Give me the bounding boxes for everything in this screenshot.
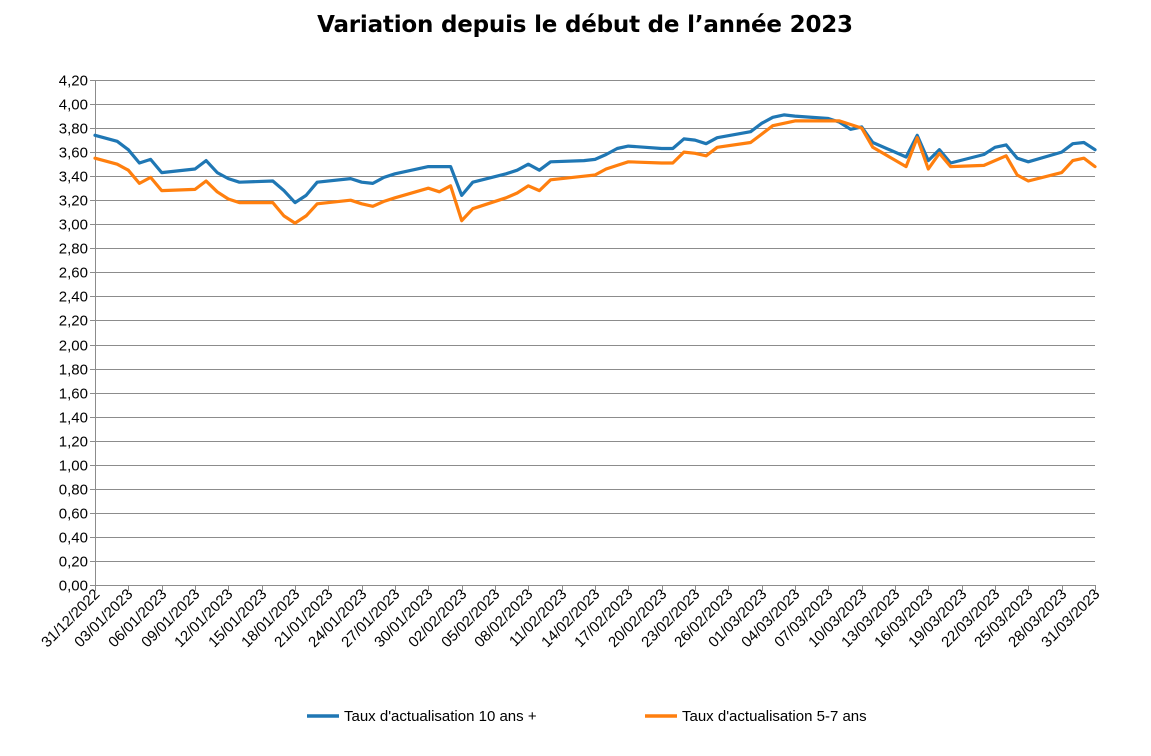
y-tick-label: 0,40 xyxy=(59,530,88,547)
y-tick-label: 1,00 xyxy=(59,458,88,475)
y-tick-label: 3,20 xyxy=(59,193,88,210)
y-tick-label: 1,40 xyxy=(59,410,88,427)
y-tick-label: 4,20 xyxy=(59,73,88,90)
legend-label-2: Taux d'actualisation 5-7 ans xyxy=(682,708,867,725)
series-line-1 xyxy=(93,113,1097,205)
y-tick-label: 3,00 xyxy=(59,217,88,234)
y-tick-label: 0,80 xyxy=(59,482,88,499)
y-tick-label: 1,20 xyxy=(59,434,88,451)
legend: Taux d'actualisation 10 ans + Taux d'actu… xyxy=(307,708,867,725)
y-tick-label: 2,40 xyxy=(59,289,88,306)
y-tick-label: 0,20 xyxy=(59,554,88,571)
y-tick-label: 1,60 xyxy=(59,386,88,403)
legend-label-1: Taux d'actualisation 10 ans + xyxy=(344,708,537,725)
y-tick-label: 3,40 xyxy=(59,169,88,186)
y-tick-label: 4,00 xyxy=(59,97,88,114)
y-tick-label: 3,60 xyxy=(59,145,88,162)
y-tick-label: 2,80 xyxy=(59,241,88,258)
series-lines xyxy=(93,113,1097,225)
y-tick-label: 0,60 xyxy=(59,506,88,523)
y-tick-label: 2,20 xyxy=(59,313,88,330)
y-tick-label: 1,80 xyxy=(59,362,88,379)
y-tick-label: 3,80 xyxy=(59,121,88,138)
x-tick-labels: 31/12/202203/01/202306/01/202309/01/2023… xyxy=(38,586,1103,651)
y-tick-label: 2,60 xyxy=(59,265,88,282)
y-tick-label: 0,00 xyxy=(59,578,88,595)
chart-title: Variation depuis le début de l’année 202… xyxy=(317,12,853,38)
series-line-2 xyxy=(93,119,1097,225)
y-tick-label: 2,00 xyxy=(59,338,88,355)
gridlines xyxy=(95,80,1095,562)
axes xyxy=(90,80,1096,591)
y-tick-labels: 0,00 0,20 0,40 0,60 0,80 1,00 1,20 1,40 1,60 1,80… xyxy=(59,73,88,595)
